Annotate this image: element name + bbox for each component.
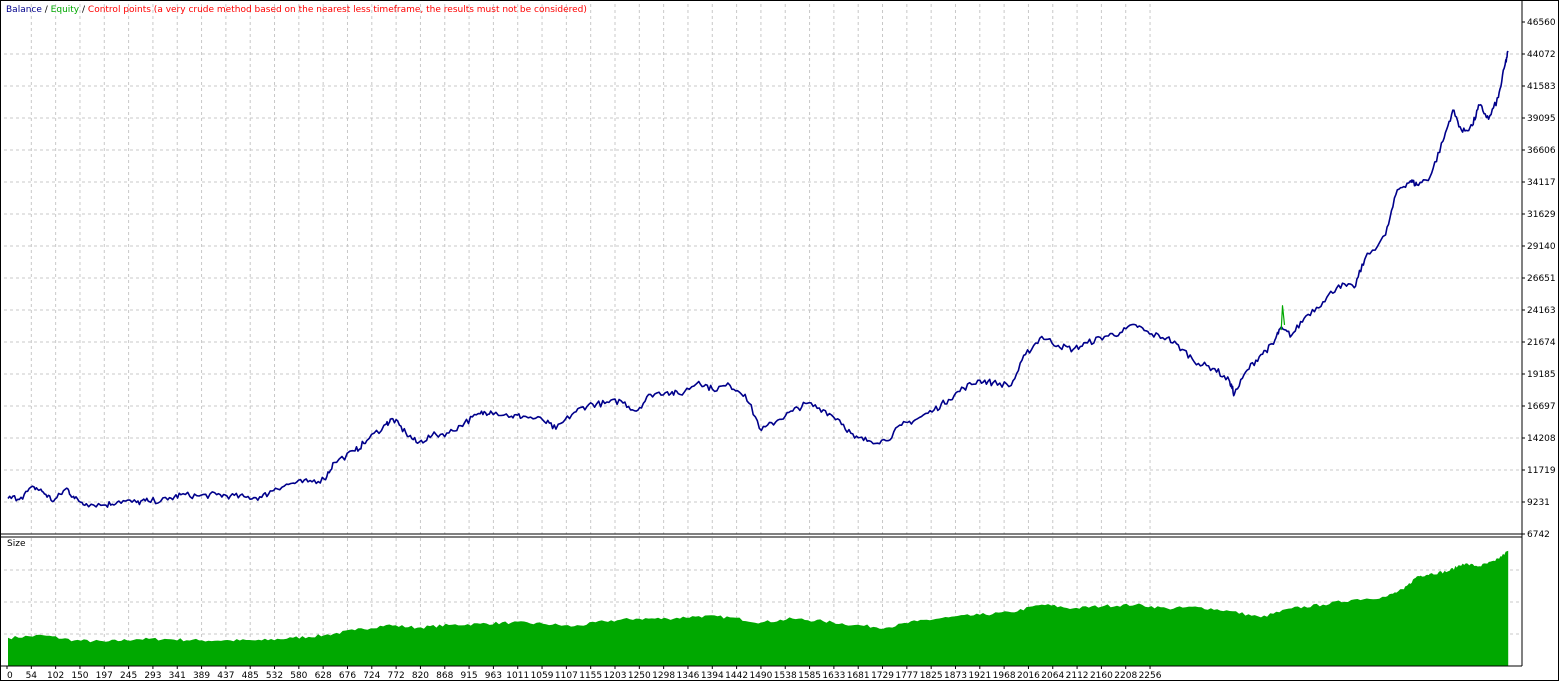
x-tick-label: 580 (290, 671, 307, 681)
x-tick-label: 2016 (1017, 671, 1040, 681)
x-tick-label: 102 (47, 671, 64, 681)
x-tick-label: 1011 (506, 671, 529, 681)
x-tick-label: 820 (412, 671, 429, 681)
legend-equity: Equity (50, 5, 80, 15)
x-tick-label: 676 (339, 671, 356, 681)
size-area-layer (8, 550, 1509, 666)
x-tick-label: 868 (436, 671, 453, 681)
x-tick-label: 1155 (579, 671, 602, 681)
balance-line (7, 50, 1509, 508)
size-area (8, 550, 1509, 666)
x-tick-label: 1633 (822, 671, 845, 681)
y-tick-label: 11719 (1527, 466, 1556, 476)
legend-separator: / (79, 5, 88, 15)
y-tick-label: 19185 (1527, 370, 1556, 380)
size-panel-title: Size (7, 539, 26, 549)
x-tick-label: 1107 (555, 671, 578, 681)
x-tick-label: 389 (193, 671, 210, 681)
x-tick-label: 1921 (968, 671, 991, 681)
x-tick-label: 1059 (531, 671, 554, 681)
x-tick-label: 1729 (871, 671, 894, 681)
x-tick-label: 150 (71, 671, 88, 681)
y-axis-ticks: 46560 44072 41583 39095 36606 34117 31629 29140… (1522, 18, 1556, 540)
x-tick-label: 245 (120, 671, 137, 681)
x-tick-label: 1777 (895, 671, 918, 681)
x-tick-label: 485 (242, 671, 259, 681)
x-tick-label: 1394 (701, 671, 724, 681)
x-tick-label: 724 (363, 671, 380, 681)
y-tick-label: 46560 (1527, 18, 1556, 28)
x-tick-label: 772 (388, 671, 405, 681)
x-tick-label: 1681 (847, 671, 870, 681)
y-tick-label: 9231 (1527, 498, 1550, 508)
x-tick-label: 197 (96, 671, 113, 681)
x-tick-label: 532 (266, 671, 283, 681)
y-tick-label: 34117 (1527, 178, 1556, 188)
x-tick-label: 1298 (652, 671, 675, 681)
x-tick-label: 2208 (1114, 671, 1137, 681)
y-tick-label: 41583 (1527, 82, 1556, 92)
y-tick-label: 6742 (1527, 530, 1550, 540)
y-tick-label: 24163 (1527, 306, 1556, 316)
legend-separator: / (41, 5, 51, 15)
x-tick-label: 1968 (993, 671, 1016, 681)
y-tick-label: 31629 (1527, 210, 1556, 220)
x-tick-label: 915 (460, 671, 477, 681)
equity-line (1280, 305, 1286, 331)
x-tick-label: 1250 (628, 671, 651, 681)
x-tick-label: 437 (217, 671, 234, 681)
y-tick-label: 14208 (1527, 434, 1556, 444)
x-tick-label: 1346 (677, 671, 700, 681)
x-tick-label: 1873 (944, 671, 967, 681)
y-tick-label: 44072 (1527, 50, 1556, 60)
y-tick-label: 36606 (1527, 146, 1556, 156)
x-tick-label: 0 (7, 671, 13, 681)
x-tick-label: 1538 (774, 671, 797, 681)
x-tick-label: 2256 (1139, 671, 1162, 681)
x-tick-label: 1490 (749, 671, 772, 681)
legend-balance: Balance (6, 5, 42, 15)
x-tick-label: 2160 (1090, 671, 1113, 681)
x-tick-label: 341 (169, 671, 186, 681)
x-tick-label: 1442 (725, 671, 748, 681)
x-axis-ticks: 0 54 102 150 197 245 293 341 389 437 485 532 580 628 6… (6, 666, 1162, 681)
series-layer (7, 50, 1509, 508)
chart-legend: Balance / Equity / Control points (a ver… (6, 5, 587, 15)
y-tick-label: 39095 (1527, 114, 1556, 124)
x-tick-label: 1203 (604, 671, 627, 681)
x-tick-label: 963 (485, 671, 502, 681)
y-tick-label: 16697 (1527, 402, 1556, 412)
x-tick-label: 2064 (1041, 671, 1064, 681)
y-tick-label: 29140 (1527, 242, 1556, 252)
y-tick-label: 21674 (1527, 338, 1556, 348)
x-tick-label: 54 (26, 671, 38, 681)
x-tick-label: 628 (315, 671, 332, 681)
legend-control-points: Control points (a very crude method base… (87, 5, 587, 15)
x-tick-label: 293 (144, 671, 161, 681)
x-tick-label: 2112 (1066, 671, 1089, 681)
x-tick-label: 1585 (798, 671, 821, 681)
grid-lines (4, 4, 1522, 666)
y-tick-label: 26651 (1527, 274, 1556, 284)
x-tick-label: 1825 (920, 671, 943, 681)
